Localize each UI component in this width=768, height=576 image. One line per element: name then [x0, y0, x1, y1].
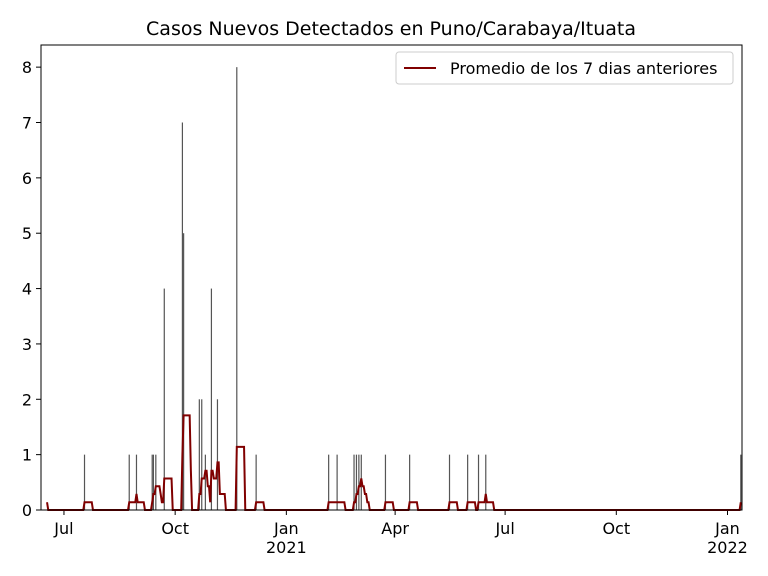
bar — [201, 399, 203, 510]
bar — [255, 454, 257, 510]
y-tick-label: 1 — [22, 446, 32, 465]
y-tick-label: 0 — [22, 501, 32, 520]
bar — [355, 454, 358, 510]
y-tick-label: 5 — [22, 224, 32, 243]
bar — [183, 233, 185, 510]
y-tick-label: 8 — [22, 58, 32, 77]
legend-label: Promedio de los 7 dias anteriores — [450, 59, 717, 78]
bar — [358, 454, 360, 510]
chart-title: Casos Nuevos Detectados en Puno/Carabaya… — [146, 18, 636, 40]
bar — [236, 67, 238, 511]
x-tick-label: Jul — [494, 519, 514, 538]
bar — [135, 454, 138, 510]
bar — [83, 454, 86, 510]
bar — [336, 454, 338, 510]
bar — [353, 454, 355, 510]
y-tick-label: 6 — [22, 169, 32, 188]
x-tick-label: Jul — [53, 519, 73, 538]
bar — [384, 454, 387, 510]
bar — [467, 454, 469, 510]
bar — [328, 454, 330, 510]
bar — [198, 399, 200, 510]
y-tick-label: 4 — [22, 280, 32, 299]
plot-frame — [40, 44, 743, 511]
bar — [485, 454, 487, 510]
bar — [163, 288, 165, 510]
line — [46, 414, 742, 511]
y-tick-label: 3 — [22, 335, 32, 354]
legend-box — [395, 51, 734, 85]
bar — [210, 288, 213, 510]
bar — [216, 399, 219, 510]
bar — [152, 454, 155, 510]
bar — [155, 454, 157, 510]
y-tick-label: 2 — [22, 390, 32, 409]
x-tick-label: Apr — [381, 519, 409, 538]
bar — [181, 122, 184, 510]
bar — [151, 454, 153, 510]
x-tick-label: Oct — [161, 519, 189, 538]
x-tick-label: Oct — [602, 519, 630, 538]
bar — [448, 454, 451, 510]
bar — [128, 454, 130, 510]
bar — [409, 454, 411, 510]
bar — [740, 454, 742, 510]
x-tick-label: Jan 2021 — [266, 519, 307, 557]
x-tick-label: Jan 2022 — [707, 519, 748, 557]
y-tick-label: 7 — [22, 114, 32, 133]
bar — [204, 454, 206, 510]
bar — [477, 454, 480, 510]
